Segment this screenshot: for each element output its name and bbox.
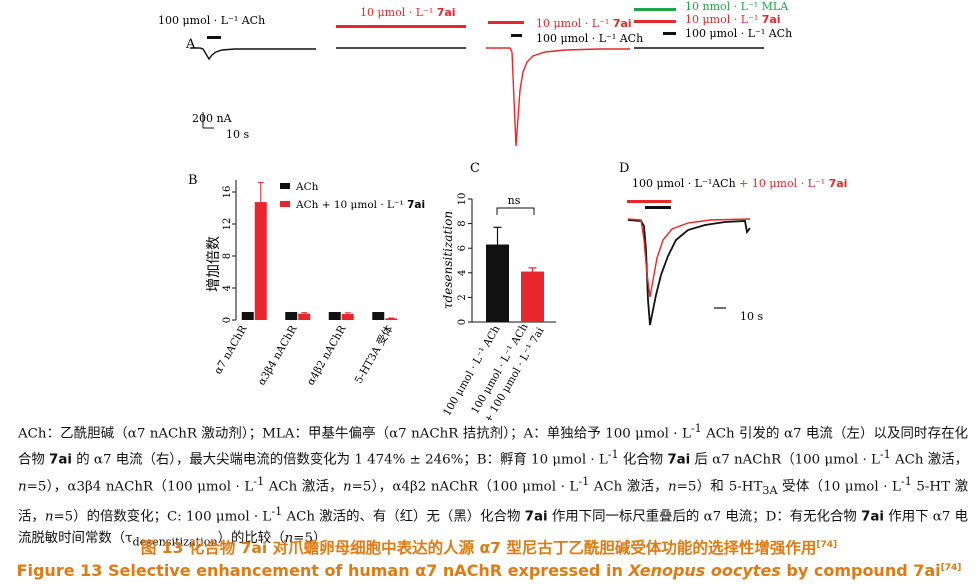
panel-a-scale-bar: 200 nA 10 s xyxy=(192,112,249,141)
legend-ach-label: ACh xyxy=(295,181,319,193)
panel-d-trace-label: 100 μmol · L⁻¹ACh + 10 μmol · L⁻¹ 7ai xyxy=(632,177,847,190)
y-tick-label: 12 xyxy=(222,218,233,231)
panel-d: D 100 μmol · L⁻¹ACh + 10 μmol · L⁻¹ 7ai … xyxy=(619,161,847,326)
ach-application-bar xyxy=(645,206,671,209)
bar-combo xyxy=(254,202,267,320)
panel-a-label: A xyxy=(185,37,196,52)
compound-bar xyxy=(634,20,676,23)
scale-time-label: 10 s xyxy=(226,128,249,141)
figure-title-cn: 图 13 化合物 7ai 对爪蟾卵母细胞中表达的人源 α7 型尼古丁乙酰胆碱受体… xyxy=(140,539,838,557)
panel-d-scale-label: 10 s xyxy=(740,310,763,323)
mla-bar xyxy=(634,8,676,11)
figure-panels: A 100 μmol · L⁻¹ ACh 10 μmol · L⁻¹ 7ai 1… xyxy=(158,0,847,420)
trace-d-ach xyxy=(627,219,751,326)
panel-c-ylabel: τdesensitization xyxy=(441,211,455,309)
trace2-label: 10 μmol · L⁻¹ 7ai xyxy=(360,6,456,19)
panel-c-xticklabels: 100 μmol · L⁻¹ ACh 100 μmol · L⁻¹ ACh + … xyxy=(441,321,547,420)
y-tick-label: 10 xyxy=(457,193,468,206)
bar-combo xyxy=(298,313,311,320)
trace3-label1: 10 μmol · L⁻¹ 7ai xyxy=(536,17,632,30)
ach-application-bar xyxy=(663,32,676,35)
panel-b-xticklabels: α7 nAChR α3β4 nAChR α4β2 nAChR 5-HT3A 受体 xyxy=(212,323,396,388)
ach-application-bar xyxy=(207,36,221,39)
bar-combo xyxy=(341,314,354,320)
trace4-label3: 100 μmol · L⁻¹ ACh xyxy=(685,27,792,40)
chart-b-plot: 0 4 8 12 16 xyxy=(222,180,398,323)
y-tick-label: 16 xyxy=(222,186,233,199)
y-tick-label: 8 xyxy=(222,253,233,259)
compound-bar xyxy=(627,200,671,203)
figure-caption: ACh：乙酰胆碱（α7 nAChR 激动剂）；MLA：甲基牛偏亭（α7 nACh… xyxy=(18,422,968,549)
bar-ach xyxy=(486,244,509,322)
legend-combo-label: ACh + 10 μmol · L⁻¹ 7ai xyxy=(295,199,425,211)
panel-b-ylabel: 增加倍数 xyxy=(206,236,222,292)
bar-ach xyxy=(241,312,254,320)
xtick-a3b4: α3β4 nAChR xyxy=(256,323,300,388)
panel-a: A 100 μmol · L⁻¹ ACh 10 μmol · L⁻¹ 7ai 1… xyxy=(158,0,792,147)
significance-bracket xyxy=(496,207,535,215)
bar-ach xyxy=(285,312,298,320)
trace1-ach xyxy=(190,47,316,61)
y-tick-label: 0 xyxy=(457,319,468,325)
panel-c: C 0 2 4 6 8 10 τdesensitization ns 100 μmol ·… xyxy=(441,161,556,420)
trace4-label1: 10 nmol · L⁻¹ MLA xyxy=(685,0,789,13)
xtick-a7: α7 nAChR xyxy=(212,323,250,377)
y-tick-label: 4 xyxy=(222,285,233,291)
trace3-potentiated xyxy=(486,47,630,147)
trace3-label2: 100 μmol · L⁻¹ ACh xyxy=(536,32,643,45)
y-tick-label: 0 xyxy=(222,317,233,323)
compound-bar xyxy=(488,21,524,24)
trace1-label: 100 μmol · L⁻¹ ACh xyxy=(158,14,265,27)
trace4-label2: 10 μmol · L⁻¹ 7ai xyxy=(685,13,781,26)
panel-b-label: B xyxy=(188,173,198,188)
panel-b-legend: ACh ACh + 10 μmol · L⁻¹ 7ai xyxy=(280,181,425,211)
legend-swatch-combo xyxy=(280,201,290,207)
bar-combo xyxy=(521,271,544,322)
figure-title-en: Figure 13 Selective enhancement of human… xyxy=(16,561,962,580)
xtick-5ht3: 5-HT3A 受体 xyxy=(353,323,396,386)
xtick-a4b2: α4β2 nAChR xyxy=(305,323,349,388)
significance-label: ns xyxy=(508,194,521,207)
bar-combo xyxy=(385,318,398,320)
bar-ach xyxy=(328,312,341,320)
y-tick-label: 6 xyxy=(457,245,468,251)
legend-swatch-ach xyxy=(280,183,290,189)
bar-ach xyxy=(372,312,385,320)
y-tick-label: 2 xyxy=(457,294,468,300)
chart-c-plot: 0 2 4 6 8 10 xyxy=(457,193,556,325)
scale-current-label: 200 nA xyxy=(192,112,233,125)
compound-bar xyxy=(336,25,466,28)
y-tick-label: 4 xyxy=(457,270,468,276)
y-tick-label: 8 xyxy=(457,220,468,226)
panel-d-label: D xyxy=(619,161,629,176)
panel-b: B 0 4 8 12 16 增加倍数 ACh ACh + 10 μmol · L⁻¹ 7… xyxy=(188,173,425,387)
trace-d-combo xyxy=(627,218,751,298)
ach-application-bar xyxy=(511,34,522,37)
panel-c-label: C xyxy=(470,161,480,176)
